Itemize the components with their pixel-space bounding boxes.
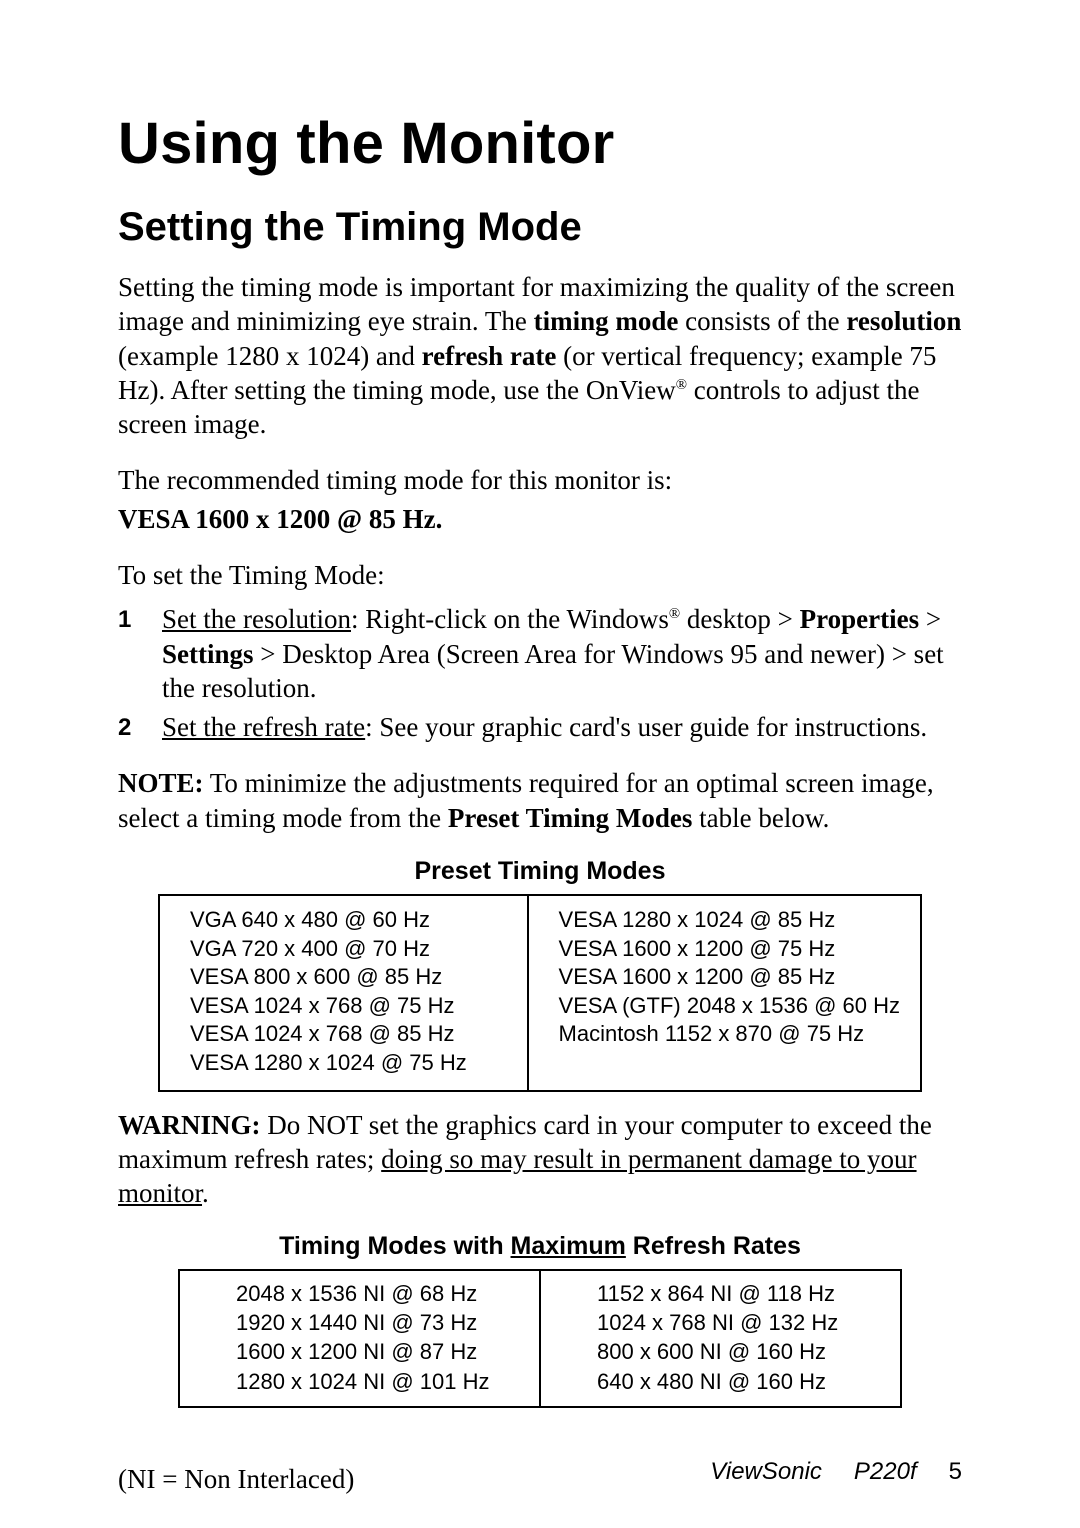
max-column-right: 1152 x 864 NI @ 118 Hz 1024 x 768 NI @ 1… bbox=[541, 1271, 900, 1405]
chapter-title: Using the Monitor bbox=[118, 110, 962, 177]
warning-paragraph: WARNING: Do NOT set the graphics card in… bbox=[118, 1108, 962, 1211]
note-paragraph: NOTE: To minimize the adjustments requir… bbox=[118, 766, 962, 835]
timing-mode-entry: VESA (GTF) 2048 x 1536 @ 60 Hz bbox=[559, 992, 900, 1021]
preset-column-left: VGA 640 x 480 @ 60 Hz VGA 720 x 400 @ 70… bbox=[160, 896, 529, 1090]
timing-mode-entry: VESA 1024 x 768 @ 85 Hz bbox=[190, 1020, 507, 1049]
page-footer: ViewSonic P220f 5 bbox=[710, 1458, 962, 1486]
recommended-lead: The recommended timing mode for this mon… bbox=[118, 463, 962, 497]
step-body: > bbox=[919, 604, 941, 634]
step-body: : See your graphic card's user guide for… bbox=[365, 712, 927, 742]
step-number: 1 bbox=[118, 602, 162, 706]
preset-table-caption: Preset Timing Modes bbox=[118, 857, 962, 886]
step-body: desktop > bbox=[680, 604, 799, 634]
max-table-caption: Timing Modes with Maximum Refresh Rates bbox=[118, 1232, 962, 1261]
note-text: table below. bbox=[692, 803, 829, 833]
timing-mode-entry: 1600 x 1200 NI @ 87 Hz bbox=[236, 1337, 519, 1366]
step-text: Set the resolution: Right-click on the W… bbox=[162, 602, 962, 706]
timing-mode-entry: VESA 1280 x 1024 @ 85 Hz bbox=[559, 906, 900, 935]
refresh-rate-term: refresh rate bbox=[422, 341, 557, 371]
note-label: NOTE: bbox=[118, 768, 204, 798]
step-body: > Desktop Area (Screen Area for Windows … bbox=[162, 639, 944, 704]
timing-mode-term: timing mode bbox=[534, 306, 679, 336]
step-label: Set the resolution bbox=[162, 604, 351, 634]
caption-text: Timing Modes with bbox=[279, 1232, 510, 1260]
timing-mode-entry: 2048 x 1536 NI @ 68 Hz bbox=[236, 1279, 519, 1308]
recommended-mode: VESA 1600 x 1200 @ 85 Hz. bbox=[118, 502, 962, 536]
document-page: Using the Monitor Setting the Timing Mod… bbox=[0, 0, 1080, 1528]
step-label: Set the refresh rate bbox=[162, 712, 365, 742]
properties-term: Properties bbox=[800, 604, 919, 634]
timing-mode-entry: 1024 x 768 NI @ 132 Hz bbox=[597, 1308, 880, 1337]
to-set-lead: To set the Timing Mode: bbox=[118, 558, 962, 592]
timing-mode-entry: VGA 720 x 400 @ 70 Hz bbox=[190, 935, 507, 964]
footer-model: P220f bbox=[854, 1458, 917, 1485]
preset-timing-table: VGA 640 x 480 @ 60 Hz VGA 720 x 400 @ 70… bbox=[158, 894, 922, 1092]
intro-text: consists of the bbox=[678, 306, 846, 336]
timing-mode-entry: 1280 x 1024 NI @ 101 Hz bbox=[236, 1367, 519, 1396]
caption-underlined: Maximum bbox=[511, 1232, 626, 1260]
warning-text: . bbox=[202, 1178, 209, 1208]
preset-timing-modes-term: Preset Timing Modes bbox=[448, 803, 693, 833]
registered-icon: ® bbox=[669, 606, 680, 622]
intro-text: (example 1280 x 1024) and bbox=[118, 341, 422, 371]
preset-column-right: VESA 1280 x 1024 @ 85 Hz VESA 1600 x 120… bbox=[529, 896, 920, 1090]
registered-icon: ® bbox=[676, 377, 687, 393]
intro-paragraph: Setting the timing mode is important for… bbox=[118, 270, 962, 441]
timing-mode-entry: 1152 x 864 NI @ 118 Hz bbox=[597, 1279, 880, 1308]
timing-mode-entry: VESA 1600 x 1200 @ 85 Hz bbox=[559, 963, 900, 992]
warning-label: WARNING: bbox=[118, 1110, 261, 1140]
timing-mode-entry: VESA 1024 x 768 @ 75 Hz bbox=[190, 992, 507, 1021]
step-item: 2 Set the refresh rate: See your graphic… bbox=[118, 710, 962, 745]
resolution-term: resolution bbox=[846, 306, 961, 336]
timing-mode-entry: VESA 1280 x 1024 @ 75 Hz bbox=[190, 1049, 507, 1078]
timing-mode-entry: 640 x 480 NI @ 160 Hz bbox=[597, 1367, 880, 1396]
steps-list: 1 Set the resolution: Right-click on the… bbox=[118, 602, 962, 744]
step-body: : Right-click on the Windows bbox=[351, 604, 669, 634]
step-number: 2 bbox=[118, 710, 162, 745]
footer-page-number: 5 bbox=[949, 1458, 962, 1485]
timing-mode-entry: 1920 x 1440 NI @ 73 Hz bbox=[236, 1308, 519, 1337]
timing-mode-entry: 800 x 600 NI @ 160 Hz bbox=[597, 1337, 880, 1366]
step-text: Set the refresh rate: See your graphic c… bbox=[162, 710, 962, 745]
timing-mode-entry: VGA 640 x 480 @ 60 Hz bbox=[190, 906, 507, 935]
section-title: Setting the Timing Mode bbox=[118, 205, 962, 250]
timing-mode-entry: VESA 800 x 600 @ 85 Hz bbox=[190, 963, 507, 992]
max-column-left: 2048 x 1536 NI @ 68 Hz 1920 x 1440 NI @ … bbox=[180, 1271, 541, 1405]
timing-mode-entry: Macintosh 1152 x 870 @ 75 Hz bbox=[559, 1020, 900, 1049]
max-refresh-table: 2048 x 1536 NI @ 68 Hz 1920 x 1440 NI @ … bbox=[178, 1269, 902, 1407]
settings-term: Settings bbox=[162, 639, 254, 669]
step-item: 1 Set the resolution: Right-click on the… bbox=[118, 602, 962, 706]
caption-text: Refresh Rates bbox=[626, 1232, 801, 1260]
footer-brand: ViewSonic bbox=[710, 1458, 822, 1485]
timing-mode-entry: VESA 1600 x 1200 @ 75 Hz bbox=[559, 935, 900, 964]
